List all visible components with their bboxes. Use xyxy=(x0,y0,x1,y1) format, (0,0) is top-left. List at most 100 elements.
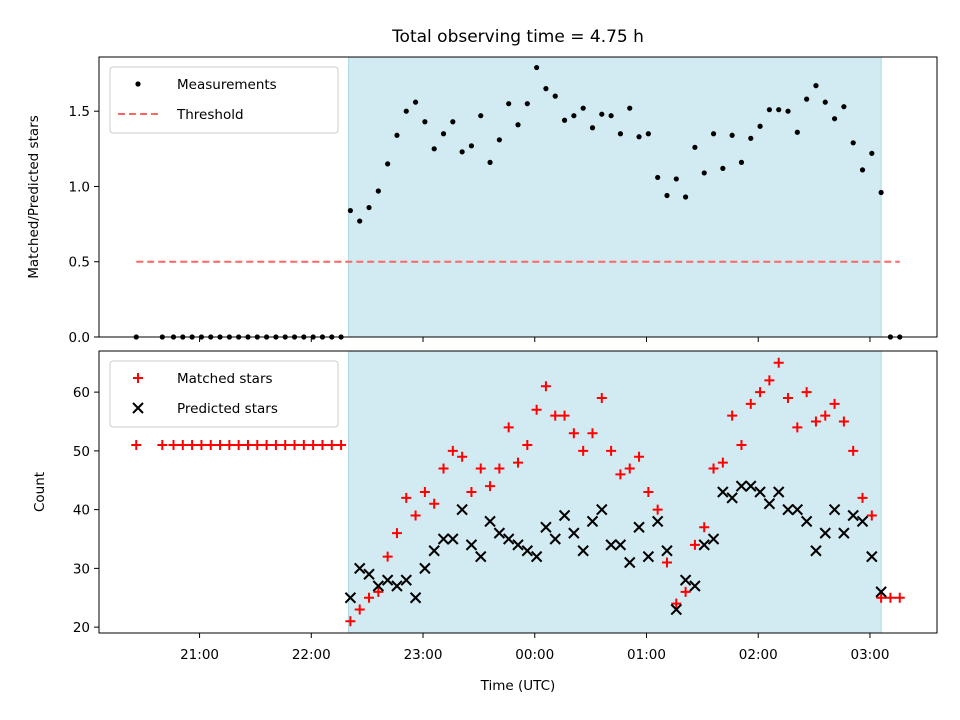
matched-point xyxy=(801,387,812,398)
matched-point xyxy=(242,440,253,450)
measurement-point xyxy=(720,165,726,171)
predicted-point xyxy=(568,527,580,539)
matched-point xyxy=(391,528,402,539)
y-tick-label: 1.5 xyxy=(69,104,90,120)
matched-point xyxy=(177,440,188,450)
measurement-point xyxy=(580,105,586,111)
predicted-point xyxy=(502,533,515,545)
matched-point xyxy=(708,463,719,474)
matched-point xyxy=(494,463,505,474)
axes-frame xyxy=(98,350,938,634)
measurement-point xyxy=(878,189,884,196)
predicted-point xyxy=(661,545,673,557)
y-axis-label: Count xyxy=(32,472,48,512)
measurement-point xyxy=(459,149,465,155)
measurement-point xyxy=(403,108,409,114)
measurement-point xyxy=(766,107,773,113)
matched-point xyxy=(289,440,300,450)
predicted-point xyxy=(540,521,552,533)
x-axis-label: Time (UTC) xyxy=(480,678,556,694)
predicted-point xyxy=(577,545,589,557)
matched-point xyxy=(559,410,570,421)
x-tick-label: 23:00 xyxy=(404,647,443,663)
count-panel: 20 30 40 50 60 21:00 22:00 23:00 00:00 01:00 02:00… xyxy=(32,350,938,663)
legend-label: Threshold xyxy=(176,107,244,123)
measurement-point xyxy=(664,192,670,199)
predicted-point xyxy=(679,574,692,586)
y-tick-label: 0.5 xyxy=(69,255,90,271)
predicted-point xyxy=(717,486,729,498)
predicted-point xyxy=(773,486,785,498)
matched-point xyxy=(522,440,533,450)
matched-point xyxy=(885,592,896,603)
matched-point xyxy=(215,440,226,450)
measurement-point xyxy=(831,116,838,122)
matched-point xyxy=(671,598,682,609)
matched-point xyxy=(866,510,877,521)
measurement-point xyxy=(571,113,577,119)
series-matched-stars xyxy=(131,357,905,627)
matched-point xyxy=(876,592,887,603)
ratio-panel: 0.0 0.5 1.0 1.5 Matched/Predicted stars Measu… xyxy=(26,56,938,346)
predicted-point xyxy=(530,550,543,563)
predicted-point xyxy=(810,545,822,557)
predicted-point xyxy=(763,498,776,510)
measurement-point xyxy=(496,137,502,143)
measurement-point xyxy=(701,170,707,176)
matched-point xyxy=(280,440,291,450)
matched-point xyxy=(419,487,430,497)
matched-point xyxy=(168,440,179,450)
measurement-point xyxy=(673,176,679,182)
predicted-point xyxy=(624,556,636,569)
matched-point xyxy=(755,387,766,398)
measurement-point xyxy=(524,101,530,107)
matched-point xyxy=(736,440,747,450)
matched-point xyxy=(587,428,598,439)
axes-frame xyxy=(98,56,938,338)
matched-point xyxy=(596,393,607,403)
measurement-point xyxy=(543,86,549,92)
matched-point xyxy=(447,445,458,456)
matched-point xyxy=(157,440,168,450)
legend: Measurements Threshold xyxy=(109,66,339,134)
matched-point xyxy=(634,451,645,462)
matched-point xyxy=(270,440,281,450)
matched-point xyxy=(606,445,617,456)
measurement-point xyxy=(645,131,651,137)
predicted-point xyxy=(456,503,468,516)
predicted-point xyxy=(586,515,599,528)
y-tick-label: 20 xyxy=(73,620,90,636)
matched-point xyxy=(531,404,542,415)
predicted-point xyxy=(419,562,431,575)
predicted-point xyxy=(875,586,887,598)
y-tick-label: 1.0 xyxy=(69,179,90,195)
measurement-point xyxy=(534,64,540,71)
predicted-point xyxy=(372,580,385,592)
matched-point xyxy=(373,586,384,597)
y-tick-label: 30 xyxy=(73,561,90,577)
predicted-point xyxy=(521,545,534,557)
figure-title: Total observing time = 4.75 h xyxy=(391,27,644,47)
measurement-point xyxy=(869,150,875,156)
x-tick-label: 00:00 xyxy=(515,647,554,663)
y-tick-label: 50 xyxy=(73,444,90,460)
measurement-point xyxy=(785,108,791,114)
measurement-point xyxy=(589,125,596,131)
series-predicted-stars xyxy=(344,480,887,616)
predicted-point xyxy=(447,533,459,545)
predicted-point xyxy=(819,527,831,539)
matched-point xyxy=(205,440,216,450)
legend-box xyxy=(109,360,339,428)
matched-point xyxy=(410,510,421,521)
matched-point xyxy=(857,492,868,503)
predicted-point xyxy=(614,539,627,551)
measurement-point xyxy=(431,146,437,152)
matched-point xyxy=(540,381,551,392)
measurement-point xyxy=(506,101,512,107)
matched-point xyxy=(503,422,514,433)
matched-point xyxy=(308,440,319,450)
predicted-point xyxy=(484,515,496,528)
predicted-point xyxy=(475,550,487,563)
legend-label: Matched stars xyxy=(177,371,273,387)
measurement-point xyxy=(822,99,828,105)
